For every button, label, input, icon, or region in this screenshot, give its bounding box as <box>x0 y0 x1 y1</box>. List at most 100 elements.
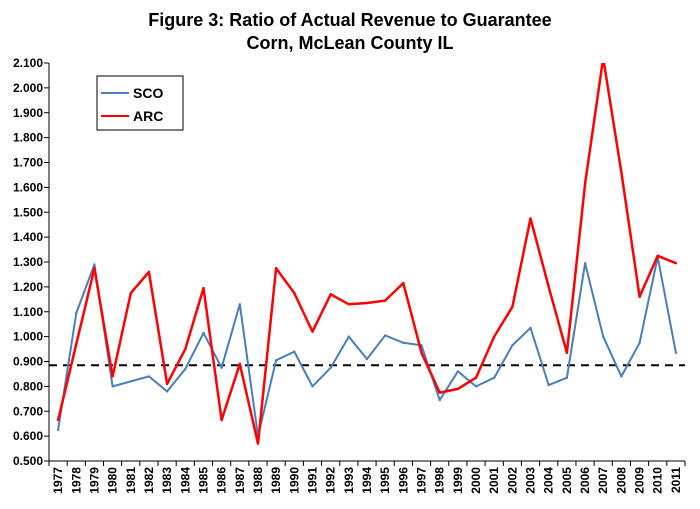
legend-label-arc: ARC <box>133 108 163 124</box>
data-point-sco <box>274 359 278 362</box>
x-tick-label: 2008 <box>614 467 628 494</box>
data-point-arc <box>529 217 532 220</box>
data-point-arc <box>638 295 641 298</box>
data-point-sco <box>674 351 678 354</box>
data-point-arc <box>202 286 205 290</box>
legend: SCO ARC <box>96 75 184 131</box>
x-tick-label: 2003 <box>524 467 538 494</box>
x-tick-label: 1993 <box>342 467 356 494</box>
data-point-sco <box>602 335 605 338</box>
data-point-sco <box>56 428 60 432</box>
data-point-arc <box>256 442 260 445</box>
data-point-arc <box>565 351 569 354</box>
y-tick-label: 0.500 <box>13 454 43 468</box>
data-point-arc <box>293 291 296 295</box>
data-point-sco <box>402 341 405 344</box>
y-tick-label: 1.300 <box>13 255 43 269</box>
data-point-sco <box>347 335 350 338</box>
data-point-sco <box>165 390 169 393</box>
y-tick-label: 1.000 <box>13 330 43 344</box>
y-tick-label: 1.200 <box>13 280 43 294</box>
y-tick-label: 1.400 <box>13 230 43 244</box>
x-tick-label: 2005 <box>560 467 574 494</box>
data-point-arc <box>75 342 78 346</box>
data-point-sco <box>111 385 114 388</box>
data-point-sco <box>529 326 532 330</box>
x-tick-label: 1981 <box>124 467 138 494</box>
x-tick-label: 1994 <box>360 467 374 494</box>
data-point-sco <box>511 344 514 347</box>
data-point-arc <box>93 267 96 270</box>
data-point-sco <box>365 357 369 361</box>
data-point-sco <box>438 398 441 402</box>
data-point-sco <box>75 311 78 315</box>
data-point-arc <box>274 267 278 270</box>
x-tick-label: 1982 <box>142 467 156 494</box>
x-tick-label: 2007 <box>596 467 610 494</box>
x-tick-label: 2006 <box>578 467 592 494</box>
x-tick-label: 2002 <box>505 467 519 494</box>
data-point-sco <box>147 375 151 378</box>
data-point-arc <box>365 301 369 305</box>
data-point-arc <box>384 299 387 302</box>
x-tick-label: 1989 <box>269 467 283 494</box>
data-point-arc <box>111 375 114 378</box>
data-point-arc <box>347 303 350 306</box>
data-point-sco <box>456 370 460 373</box>
data-point-sco <box>547 383 550 387</box>
x-tick-label: 1987 <box>233 467 247 494</box>
data-point-sco <box>384 334 387 337</box>
data-point-arc <box>420 351 423 354</box>
data-point-arc <box>238 362 241 366</box>
data-point-sco <box>202 331 205 335</box>
y-tick-label: 1.500 <box>13 205 43 219</box>
chart-title: Figure 3: Ratio of Actual Revenue to Gua… <box>148 10 552 30</box>
data-point-arc <box>402 281 405 285</box>
x-tick-label: 1984 <box>178 467 192 494</box>
data-point-arc <box>220 418 223 422</box>
x-tick-label: 1992 <box>324 467 338 494</box>
x-tick-label: 2004 <box>542 467 556 494</box>
data-point-arc <box>674 262 678 265</box>
y-tick-label: 1.700 <box>13 156 43 170</box>
data-point-sco <box>329 366 332 369</box>
data-point-arc <box>147 270 151 274</box>
y-tick-label: 1.900 <box>13 106 43 120</box>
data-point-sco <box>474 385 478 388</box>
data-point-sco <box>238 303 241 306</box>
data-point-arc <box>656 254 659 257</box>
data-point-arc <box>493 335 496 338</box>
data-point-arc <box>129 291 132 295</box>
x-tick-label: 1978 <box>69 467 83 494</box>
x-tick-label: 1998 <box>433 467 447 494</box>
data-point-arc <box>547 285 550 289</box>
y-tick-label: 2.100 <box>13 56 43 70</box>
data-point-arc <box>56 418 60 422</box>
y-tick-label: 2.000 <box>13 81 43 95</box>
data-point-sco <box>184 367 187 371</box>
data-point-arc <box>511 305 514 308</box>
data-point-sco <box>220 366 223 369</box>
x-tick-label: 1985 <box>196 467 210 494</box>
data-point-arc <box>184 347 187 351</box>
data-point-sco <box>493 376 496 379</box>
x-tick-label: 1983 <box>160 467 174 494</box>
x-tick-label: 1990 <box>287 467 301 494</box>
y-tick-label: 1.100 <box>13 305 43 319</box>
y-tick-label: 0.700 <box>13 404 43 418</box>
x-tick-label: 1999 <box>451 467 465 494</box>
data-point-arc <box>602 57 604 59</box>
data-point-arc <box>329 293 332 296</box>
data-point-arc <box>311 330 314 333</box>
legend-label-sco: SCO <box>133 85 163 101</box>
y-tick-label: 0.600 <box>13 429 43 443</box>
x-tick-label: 1977 <box>51 467 65 494</box>
x-tick-label: 2001 <box>487 467 501 494</box>
data-point-arc <box>456 387 460 391</box>
y-tick-label: 1.800 <box>13 131 43 145</box>
data-point-sco <box>93 263 96 266</box>
x-tick-label: 1988 <box>251 467 265 494</box>
data-point-sco <box>293 350 296 353</box>
y-tick-label: 0.800 <box>13 379 43 393</box>
